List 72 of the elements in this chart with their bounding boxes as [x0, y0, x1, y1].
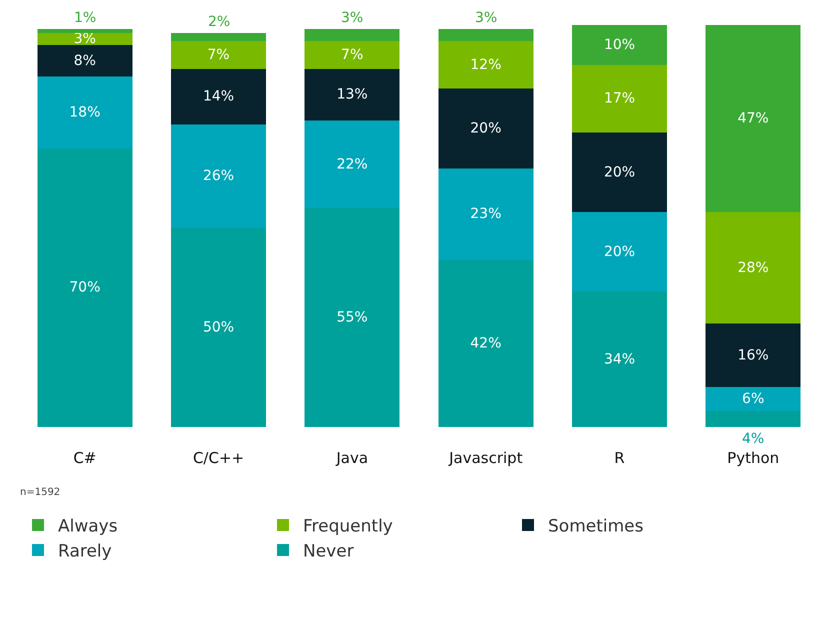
- data-label: 7%: [341, 46, 364, 63]
- bar: [438, 260, 534, 427]
- data-label: 10%: [604, 36, 636, 53]
- bar: [438, 40, 534, 89]
- data-label: 3%: [74, 30, 96, 47]
- data-label: 70%: [69, 280, 100, 296]
- bar: [438, 28, 534, 41]
- data-label: 4%: [742, 431, 764, 447]
- legend-label: Rarely: [58, 542, 112, 562]
- bar: [572, 64, 667, 132]
- bar: [171, 32, 266, 41]
- x-tick-label: Java: [335, 449, 368, 467]
- data-label: 17%: [604, 90, 636, 107]
- data-label: 13%: [336, 86, 368, 103]
- legend-label: Sometimes: [548, 516, 644, 537]
- bar: [37, 28, 132, 33]
- bar: [706, 411, 801, 427]
- x-tick-label: R: [614, 449, 625, 467]
- bar: [706, 387, 801, 412]
- x-tick-label: C#: [73, 449, 96, 467]
- data-label: 47%: [738, 110, 769, 127]
- data-label: 26%: [202, 168, 234, 184]
- bar: [171, 124, 266, 228]
- bar: [572, 212, 667, 292]
- data-label: 6%: [742, 391, 764, 408]
- bar: [438, 168, 534, 260]
- bar: [706, 25, 801, 212]
- data-label: 22%: [336, 156, 368, 172]
- data-label: 20%: [604, 164, 636, 180]
- data-label: 12%: [470, 56, 502, 73]
- data-label: 7%: [207, 46, 230, 63]
- data-label: 20%: [604, 244, 636, 260]
- data-label: 3%: [341, 10, 364, 26]
- bar: [304, 120, 400, 208]
- data-label: 8%: [74, 52, 96, 69]
- legend-label: Always: [58, 516, 118, 537]
- data-label: 34%: [604, 351, 636, 368]
- data-label: 28%: [738, 260, 769, 276]
- x-tick-label: Python: [727, 449, 780, 467]
- bar: [171, 40, 266, 69]
- data-label: 55%: [336, 310, 368, 326]
- data-label: 50%: [202, 319, 234, 336]
- bar: [304, 28, 400, 41]
- bar: [171, 68, 266, 124]
- bar: [37, 76, 132, 148]
- bar: [572, 132, 667, 212]
- data-label: 16%: [738, 347, 769, 364]
- bar: [706, 324, 801, 388]
- bar: [304, 68, 400, 121]
- data-label: 2%: [208, 14, 230, 30]
- data-label: 3%: [475, 10, 498, 26]
- text: n=1592: [20, 487, 60, 498]
- bar: [37, 148, 132, 427]
- data-label: 1%: [74, 10, 96, 26]
- data-label: 14%: [202, 88, 234, 105]
- bar: [572, 292, 667, 427]
- data-label: 42%: [470, 335, 502, 352]
- x-tick-label: Javascript: [448, 449, 523, 467]
- bar: [304, 208, 400, 427]
- bar: [304, 40, 400, 69]
- legend-label: Never: [303, 542, 354, 562]
- bar: [438, 88, 534, 168]
- bar: [37, 32, 132, 45]
- x-tick-label: C/C++: [192, 449, 244, 467]
- data-label: 23%: [470, 206, 502, 222]
- data-label: 18%: [69, 104, 100, 121]
- bar: [37, 44, 132, 77]
- bar: [706, 212, 801, 324]
- data-label: 20%: [470, 120, 502, 136]
- bar: [171, 228, 266, 427]
- legend-label: Frequently: [303, 516, 393, 537]
- bar: [572, 25, 667, 65]
